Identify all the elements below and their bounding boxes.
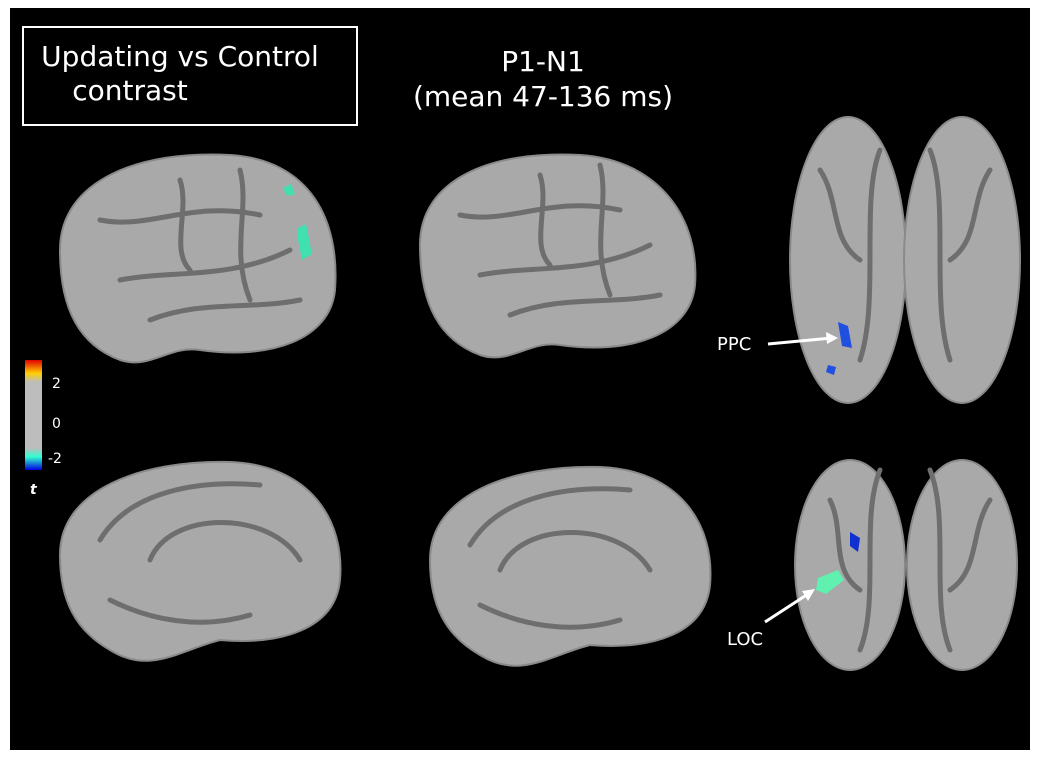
title-line: contrast xyxy=(72,74,188,107)
arrow xyxy=(764,592,809,624)
colorbar-label: 2 xyxy=(52,376,61,392)
annotation: PPC xyxy=(717,334,751,355)
annotation: LOC xyxy=(727,629,763,650)
brains xyxy=(58,116,1021,671)
heading-line: P1-N1 xyxy=(501,45,585,78)
colorbar-label: 0 xyxy=(52,416,61,432)
heading-line: (mean 47-136 ms) xyxy=(413,80,673,113)
arrowhead xyxy=(802,589,815,601)
arrowhead xyxy=(826,332,838,344)
colorbar-label: -2 xyxy=(48,451,62,467)
title-line: Updating vs Control xyxy=(41,40,319,73)
arrow xyxy=(767,336,833,346)
colorbar xyxy=(25,360,42,470)
title-box xyxy=(22,26,358,126)
colorbar-symbol: t xyxy=(30,482,38,498)
